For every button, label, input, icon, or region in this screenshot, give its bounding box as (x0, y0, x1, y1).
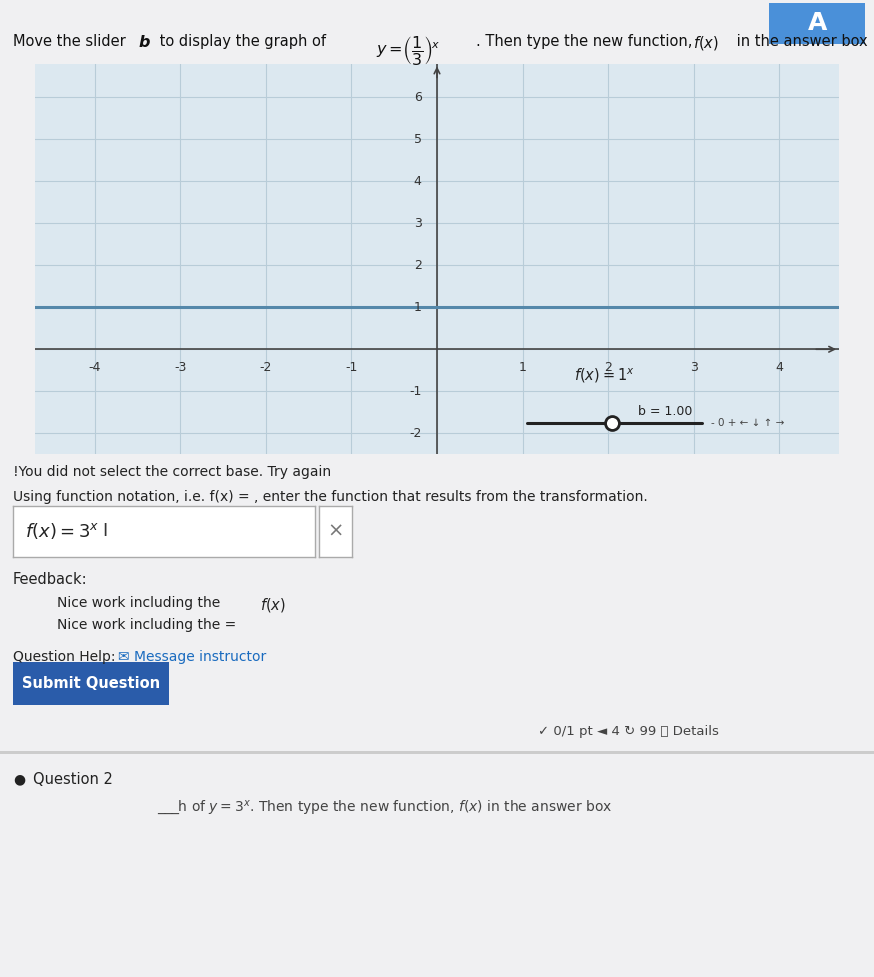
Text: $f(x)$: $f(x)$ (260, 596, 287, 614)
Text: A: A (808, 12, 827, 35)
Text: 5: 5 (413, 133, 421, 146)
Text: Nice work including the =: Nice work including the = (57, 618, 236, 632)
Text: -1: -1 (409, 385, 421, 398)
Text: Question Help:: Question Help: (13, 650, 115, 663)
Text: $f(x) = 3^x$: $f(x) = 3^x$ (25, 522, 100, 541)
Text: 3: 3 (690, 361, 697, 374)
Text: - 0 + ← ↓ ↑ →: - 0 + ← ↓ ↑ → (711, 418, 784, 428)
Text: 3: 3 (413, 217, 421, 230)
Text: ✉ Message instructor: ✉ Message instructor (118, 650, 267, 663)
Text: ●: ● (13, 772, 25, 786)
Text: Nice work including the: Nice work including the (57, 596, 225, 610)
Text: ✓ 0/1 pt ◄ 4 ↻ 99 ⓘ Details: ✓ 0/1 pt ◄ 4 ↻ 99 ⓘ Details (538, 725, 718, 738)
Text: $\boldsymbol{b}$: $\boldsymbol{b}$ (138, 34, 151, 50)
Text: 2: 2 (604, 361, 612, 374)
Text: Submit Question: Submit Question (22, 676, 160, 692)
Text: 4: 4 (413, 175, 421, 188)
Text: b = 1.00: b = 1.00 (638, 404, 692, 418)
Text: Feedback:: Feedback: (13, 572, 87, 586)
Text: to display the graph of: to display the graph of (155, 34, 330, 49)
Text: $y = \!\left(\dfrac{1}{3}\right)^{\!x}$: $y = \!\left(\dfrac{1}{3}\right)^{\!x}$ (376, 34, 440, 67)
Text: -2: -2 (260, 361, 272, 374)
Text: Move the slider: Move the slider (13, 34, 130, 49)
Text: I: I (102, 523, 108, 540)
Text: 1: 1 (518, 361, 526, 374)
Text: . Then type the new function,: . Then type the new function, (476, 34, 697, 49)
Text: 1: 1 (413, 301, 421, 314)
Text: -4: -4 (88, 361, 101, 374)
Text: 2: 2 (413, 259, 421, 272)
Text: Question 2: Question 2 (33, 772, 113, 786)
Text: 6: 6 (413, 91, 421, 104)
Text: $f(x)$: $f(x)$ (693, 34, 719, 52)
Text: !You did not select the correct base. Try again: !You did not select the correct base. Tr… (13, 465, 331, 479)
Text: 4: 4 (775, 361, 783, 374)
Text: $f(x) = 1^x$: $f(x) = 1^x$ (574, 366, 635, 385)
Text: ___h of $y = 3^x$. Then type the new function, $f(x)$ in the answer box: ___h of $y = 3^x$. Then type the new fun… (157, 799, 613, 818)
Text: -1: -1 (345, 361, 357, 374)
Text: in the answer box: in the answer box (732, 34, 867, 49)
Text: -2: -2 (409, 427, 421, 440)
Text: ×: × (328, 522, 343, 541)
Text: -3: -3 (174, 361, 186, 374)
Text: Using function notation, i.e. f(x) = , enter the function that results from the : Using function notation, i.e. f(x) = , e… (13, 490, 648, 504)
